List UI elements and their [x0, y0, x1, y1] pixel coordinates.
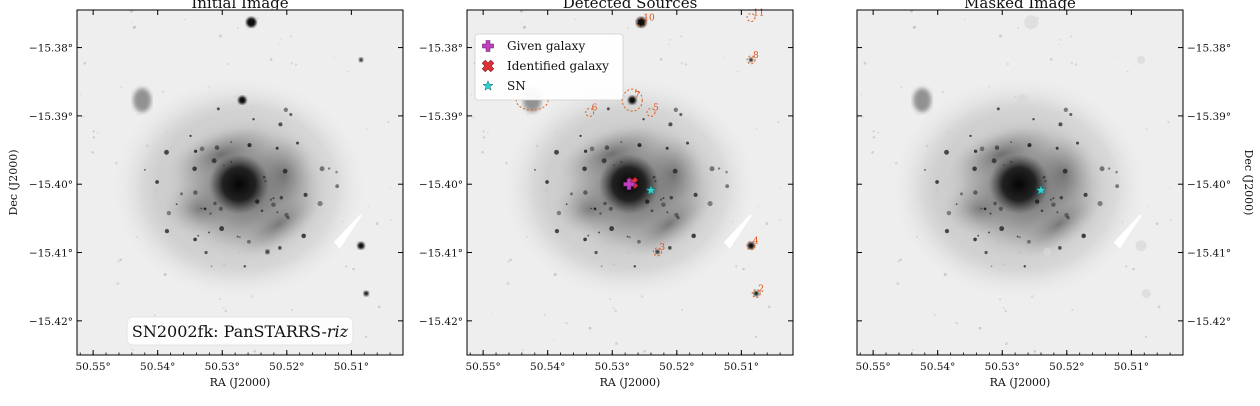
source-label: 10 — [643, 13, 655, 23]
source-ellipse — [636, 17, 646, 27]
y-axis-label: Dec (J2000) — [7, 150, 20, 216]
source-label: 3 — [659, 243, 665, 253]
y-tick-label: −15.38° — [419, 43, 463, 55]
source-label: 6 — [592, 103, 598, 113]
legend-marker — [482, 40, 494, 52]
y-axis: −15.38° −15.39° −15.40° −15.41° −15.42° Dec (… — [7, 43, 403, 328]
legend-marker — [481, 59, 495, 73]
panel-title: Masked Image — [964, 0, 1076, 12]
x-tick-label: 50.51° — [334, 361, 369, 373]
given-galaxy-marker — [623, 178, 635, 191]
panel-title: Initial Image — [191, 0, 288, 12]
x-tick-label: 50.53° — [595, 361, 630, 373]
source-label: 2 — [758, 285, 764, 295]
panel-2: Detected Sources10118976543250.55°50.54°… — [419, 0, 794, 389]
legend: Given galaxy Identified galaxy SN — [474, 33, 624, 101]
y-tick-label: −15.38° — [1187, 43, 1231, 55]
legend-label: Given galaxy — [507, 39, 585, 53]
y-tick-label: −15.42° — [419, 316, 463, 328]
source-label: 7 — [634, 91, 640, 101]
image-caption-text: SN2002fk: PanSTARRS-riz — [132, 322, 349, 341]
y-tick-label: −15.39° — [29, 111, 73, 123]
x-tick-label: 50.53° — [205, 361, 240, 373]
axes-frame — [856, 9, 1184, 356]
source-ellipse — [585, 107, 595, 117]
x-axis-label: RA (J2000) — [600, 376, 661, 389]
legend-label: Identified galaxy — [507, 59, 609, 73]
sn-marker — [1035, 184, 1047, 196]
source-ellipse — [751, 289, 761, 299]
x-tick-label: 50.51° — [1114, 361, 1149, 373]
y-tick-label: −15.41° — [419, 248, 463, 260]
x-tick-label: 50.54° — [920, 361, 955, 373]
x-tick-label: 50.54° — [140, 361, 175, 373]
x-tick-label: 50.53° — [985, 361, 1020, 373]
legend-label: SN — [507, 79, 526, 93]
source-ellipse — [746, 55, 756, 65]
y-axis-label: Dec (J2000) — [1242, 150, 1255, 216]
x-axis-label: RA (J2000) — [210, 376, 271, 389]
x-axis: 50.55° 50.54° 50.53° 50.52° 50.51° RA (J2000) — [465, 10, 781, 389]
axes-frame — [76, 9, 404, 356]
source-ellipse — [646, 107, 656, 117]
y-tick-label: −15.40° — [419, 179, 463, 191]
x-axis-label: RA (J2000) — [990, 376, 1051, 389]
sky-image — [77, 10, 403, 355]
source-ellipse — [621, 88, 643, 112]
y-tick-label: −15.42° — [1187, 316, 1231, 328]
source-label: 4 — [753, 237, 759, 247]
x-tick-label: 50.52° — [659, 361, 694, 373]
y-axis: −15.38° −15.39° −15.40° −15.41° −15.42° — [419, 43, 793, 328]
axes-frame — [466, 9, 794, 356]
y-tick-label: −15.40° — [1187, 179, 1231, 191]
companion-galaxy — [133, 88, 152, 113]
x-tick-label: 50.52° — [269, 361, 304, 373]
x-tick-label: 50.51° — [724, 361, 759, 373]
y-tick-label: −15.38° — [29, 43, 73, 55]
y-tick-label: −15.42° — [29, 316, 73, 328]
x-tick-label: 50.52° — [1049, 361, 1084, 373]
source-label: 11 — [753, 9, 764, 19]
x-tick-label: 50.55° — [855, 361, 890, 373]
source-ellipse — [746, 13, 756, 23]
y-tick-label: −15.39° — [419, 111, 463, 123]
y-tick-label: −15.41° — [1187, 248, 1231, 260]
legend-marker — [482, 80, 494, 91]
source-label: 8 — [753, 51, 759, 61]
companion-galaxy — [913, 88, 932, 113]
source-ellipse — [652, 247, 662, 257]
x-axis: 50.55° 50.54° 50.53° 50.52° 50.51° RA (J2000) — [75, 10, 391, 389]
source-label: 5 — [653, 103, 659, 113]
y-axis: −15.38° −15.39° −15.40° −15.41° −15.42° Dec (… — [857, 43, 1255, 328]
x-axis: 50.55° 50.54° 50.53° 50.52° 50.51° RA (J2000) — [855, 10, 1171, 389]
panel-title: Detected Sources — [563, 0, 698, 12]
y-tick-label: −15.39° — [1187, 111, 1231, 123]
source-ellipse — [746, 241, 756, 251]
x-tick-label: 50.55° — [75, 361, 110, 373]
image-caption: SN2002fk: PanSTARRS-riz — [126, 316, 354, 346]
y-tick-label: −15.41° — [29, 248, 73, 260]
sn-marker — [645, 184, 657, 196]
x-tick-label: 50.55° — [465, 361, 500, 373]
x-tick-label: 50.54° — [530, 361, 565, 373]
sky-image — [857, 10, 1183, 355]
y-tick-label: −15.40° — [29, 179, 73, 191]
